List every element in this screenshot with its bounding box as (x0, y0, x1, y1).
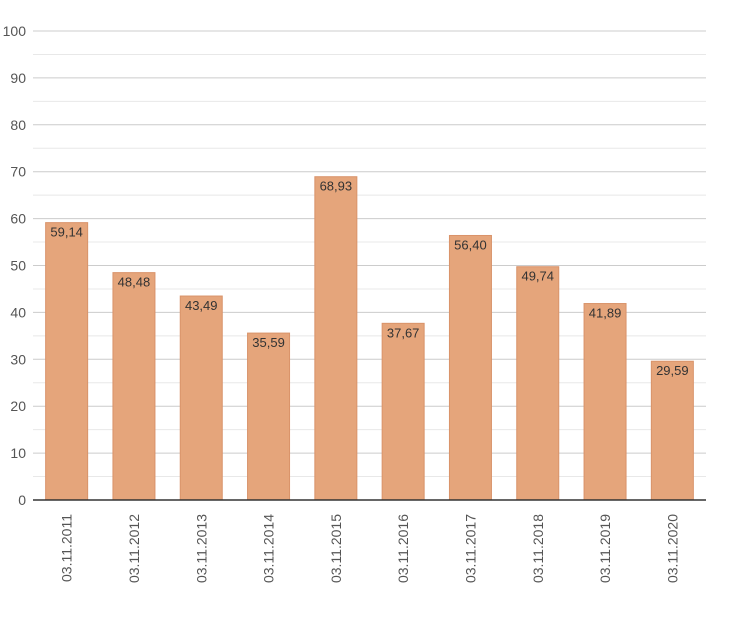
bar (179, 295, 223, 501)
x-tick-label: 03.11.2018 (530, 514, 546, 583)
y-tick-label: 30 (10, 351, 26, 367)
data-label: 56,40 (454, 237, 487, 252)
data-label: 59,14 (50, 225, 83, 240)
x-tick-label: 03.11.2019 (597, 514, 613, 583)
x-tick-label: 03.11.2014 (261, 514, 277, 583)
y-tick-label: 70 (10, 164, 26, 180)
y-tick-label: 40 (10, 304, 26, 320)
bar (45, 222, 89, 501)
x-axis-ticks: 03.11.2011 03.11.2012 03.11.2013 03.11.2014… (59, 514, 681, 583)
data-label: 29,59 (656, 363, 689, 378)
bar (516, 266, 560, 501)
x-tick-label: 03.11.2017 (462, 514, 478, 583)
y-tick-label: 100 (3, 23, 27, 39)
bar (247, 332, 291, 501)
data-label: 37,67 (387, 325, 420, 340)
x-tick-label: 03.11.2015 (328, 514, 344, 583)
x-tick-label: 03.11.2013 (193, 514, 209, 583)
y-tick-label: 90 (10, 70, 26, 86)
y-tick-label: 0 (18, 492, 26, 508)
y-tick-label: 10 (10, 445, 26, 461)
x-tick-label: 03.11.2011 (59, 514, 75, 582)
bar (314, 176, 358, 501)
bar (112, 272, 156, 501)
data-label: 35,59 (252, 335, 285, 350)
x-tick-label: 03.11.2012 (126, 514, 142, 583)
bar (381, 322, 425, 501)
y-tick-label: 80 (10, 117, 26, 133)
y-tick-label: 60 (10, 211, 26, 227)
data-label: 43,49 (185, 298, 218, 313)
data-label: 41,89 (589, 306, 622, 321)
bar (583, 303, 627, 501)
bar (448, 234, 492, 501)
y-tick-label: 50 (10, 258, 26, 274)
y-axis-ticks: 0 10 20 30 40 50 60 70 80 90 100 (3, 23, 27, 508)
bar (650, 360, 694, 501)
data-label: 68,93 (320, 179, 353, 194)
x-tick-label: 03.11.2016 (395, 514, 411, 583)
data-label: 48,48 (118, 275, 151, 290)
data-labels: 59,14 48,48 43,49 35,59 68,93 37,67 56,40 49,74… (50, 179, 688, 379)
x-tick-label: 03.11.2020 (664, 514, 680, 583)
data-label: 49,74 (521, 269, 554, 284)
bars (45, 176, 694, 501)
y-tick-label: 20 (10, 398, 26, 414)
